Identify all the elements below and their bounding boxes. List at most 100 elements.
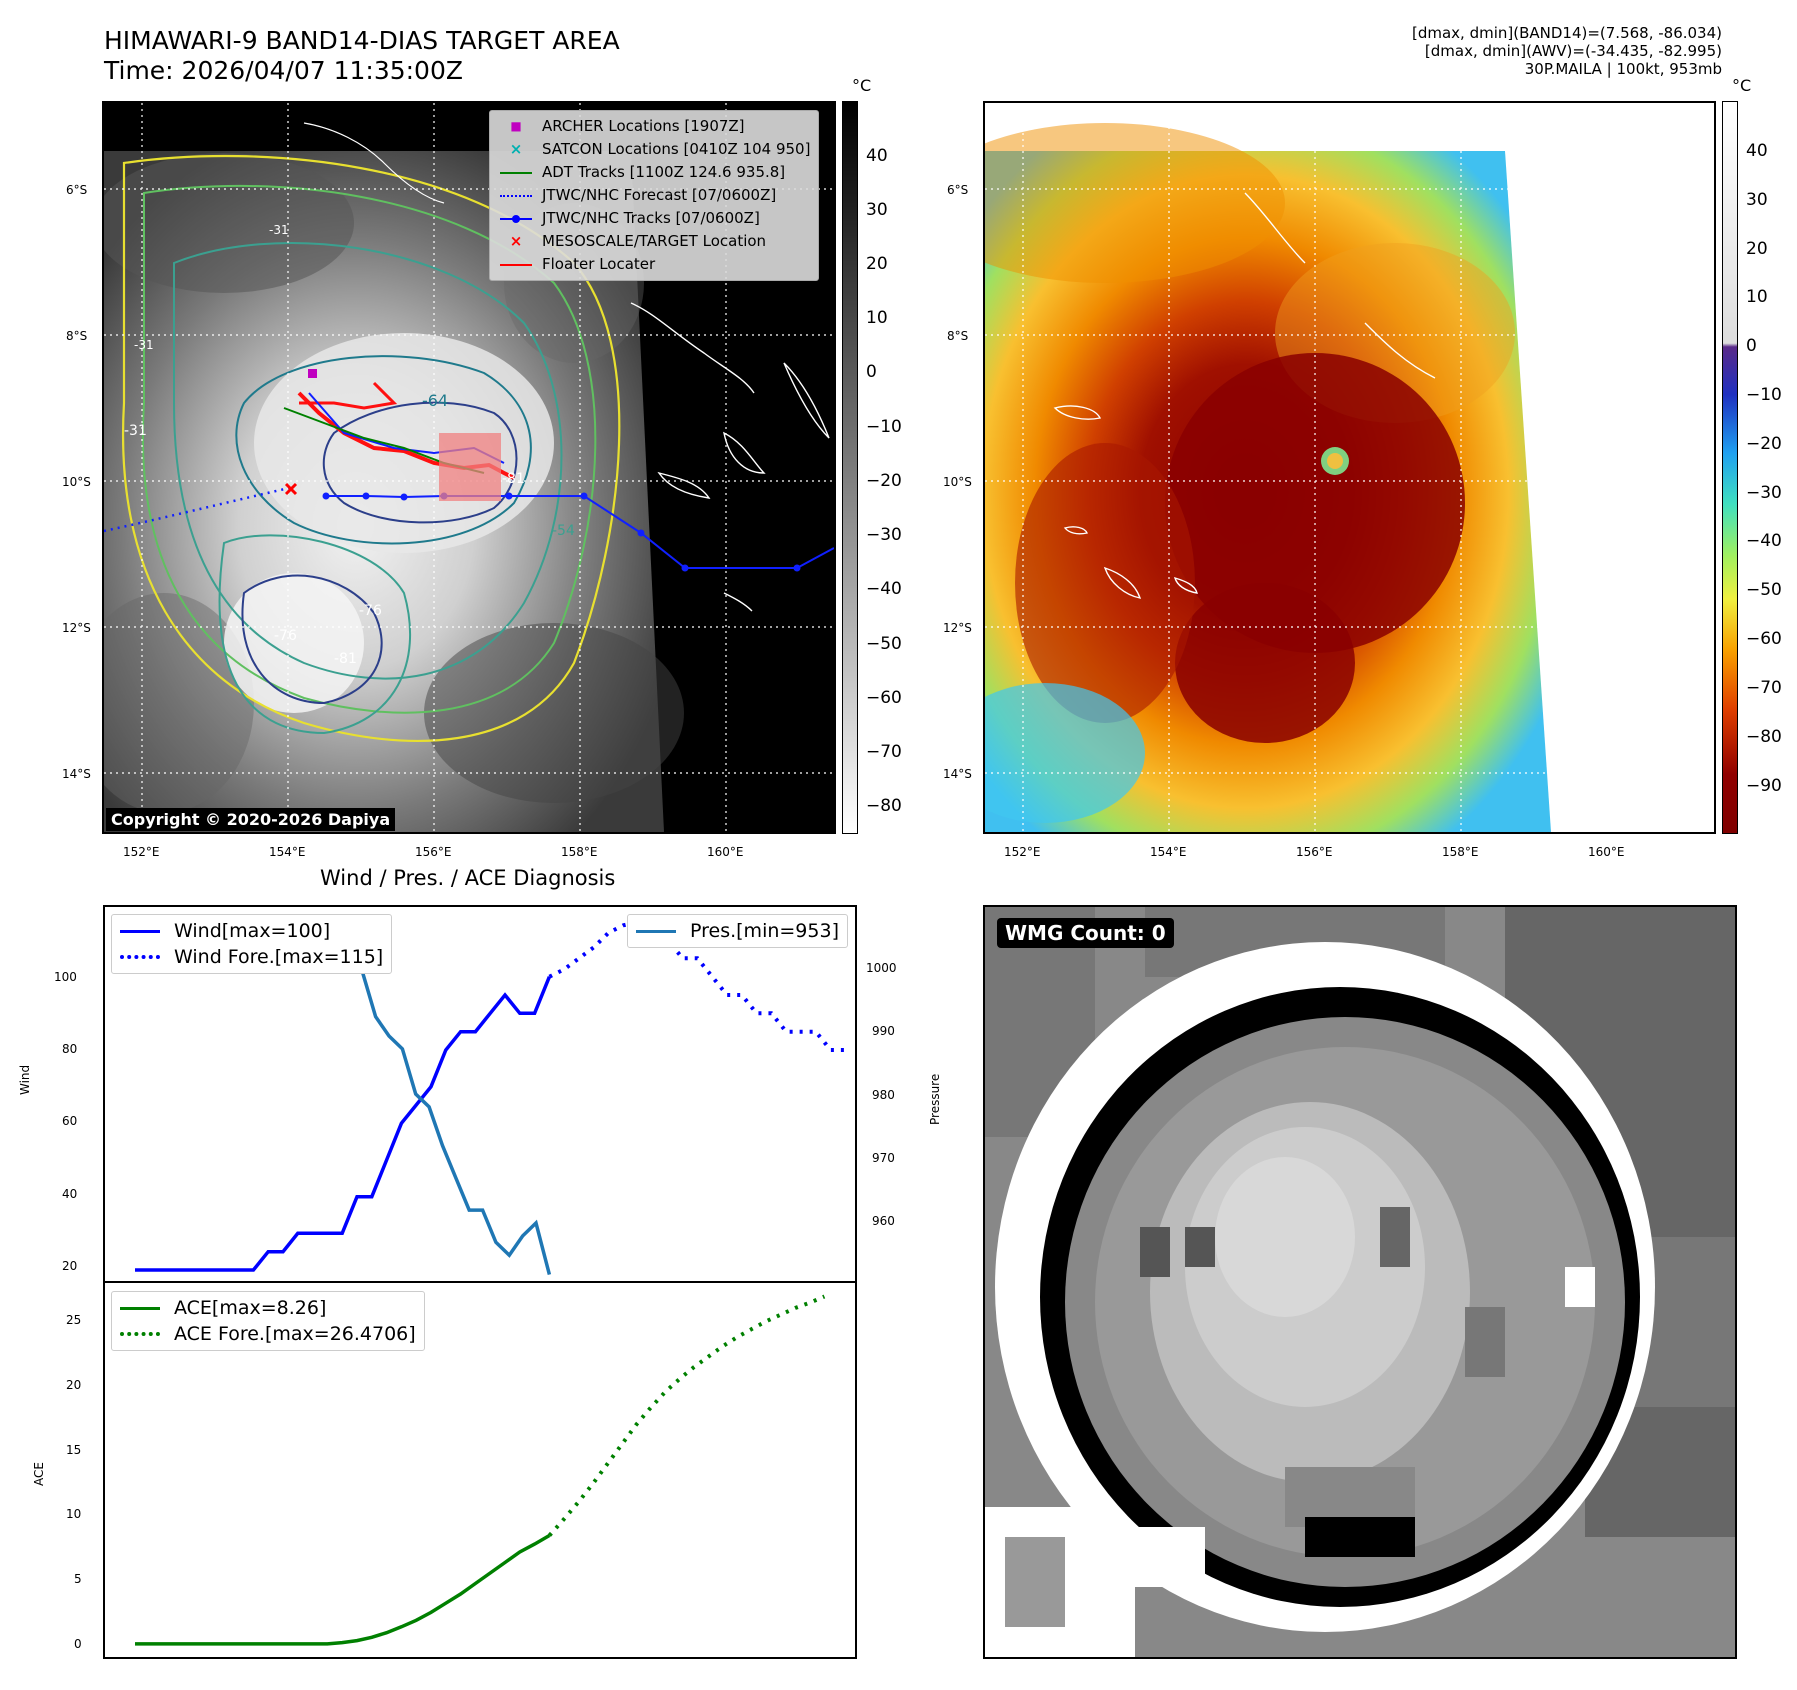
pressure-tick: 960 bbox=[872, 1214, 895, 1228]
colorbar-tick: 40 bbox=[1746, 141, 1768, 161]
colorbar-tick: −60 bbox=[1746, 629, 1782, 649]
wind-tick: 60 bbox=[62, 1114, 78, 1128]
lon-label: 152°E bbox=[123, 845, 160, 859]
pressure-axis-label: Pressure bbox=[928, 1073, 942, 1125]
pressure-tick: 970 bbox=[872, 1151, 895, 1165]
ace-forecast-line bbox=[547, 1294, 826, 1537]
colorbar-tick: 20 bbox=[866, 254, 888, 274]
colorbar-tick: −90 bbox=[1746, 776, 1782, 796]
lat-label: 8°S bbox=[66, 329, 88, 343]
legend-ace-fore: ACE Fore.[max=26.4706] bbox=[120, 1321, 416, 1347]
legend-jtwc-tracks: JTWC/NHC Tracks [07/0600Z] bbox=[498, 207, 810, 230]
colorbar-tick: −30 bbox=[1746, 483, 1782, 503]
wind-tick: 40 bbox=[62, 1187, 78, 1201]
wind-legend: Wind[max=100] Wind Fore.[max=115] bbox=[111, 914, 393, 974]
lat-label: 8°S bbox=[947, 329, 969, 343]
wind-tick: 80 bbox=[62, 1042, 78, 1056]
lon-label: 154°E bbox=[269, 845, 306, 859]
info-storm: 30P.MAILA | 100kt, 953mb bbox=[1524, 60, 1722, 78]
colorbar-tick: −10 bbox=[1746, 385, 1782, 405]
pressure-legend: Pres.[min=953] bbox=[627, 914, 848, 948]
ace-tick: 15 bbox=[66, 1443, 82, 1457]
line-icon bbox=[498, 253, 534, 276]
wind-tick: 100 bbox=[54, 970, 77, 984]
ace-tick: 5 bbox=[74, 1572, 82, 1586]
line-icon bbox=[120, 929, 160, 933]
colorbar-tick: −80 bbox=[1746, 727, 1782, 747]
awv-map-panel bbox=[983, 101, 1716, 834]
colorbar-tick: −30 bbox=[866, 525, 902, 545]
contour-label: -31 bbox=[124, 423, 147, 439]
info-band14: [dmax, dmin](BAND14)=(7.568, -86.034) bbox=[1411, 24, 1722, 42]
wmg-panel: WMG Count: 0 bbox=[983, 905, 1737, 1659]
colorbar-tick: 10 bbox=[1746, 287, 1768, 307]
legend-ace: ACE[max=8.26] bbox=[120, 1295, 416, 1321]
colorbar-tick: −70 bbox=[866, 742, 902, 762]
title-line-1: HIMAWARI-9 BAND14-DIAS TARGET AREA bbox=[104, 26, 620, 55]
colorbar-right bbox=[1722, 101, 1738, 834]
dotted-line-icon bbox=[120, 1332, 160, 1336]
lat-label: 14°S bbox=[62, 767, 91, 781]
ace-tick: 10 bbox=[66, 1507, 82, 1521]
contour-label: -76 bbox=[274, 628, 297, 644]
legend-pressure: Pres.[min=953] bbox=[636, 918, 839, 944]
lat-label: 10°S bbox=[62, 475, 91, 489]
wmg-image bbox=[985, 907, 1735, 1657]
colorbar-unit: °C bbox=[1732, 76, 1752, 95]
legend-archer: ■ ARCHER Locations [1907Z] bbox=[498, 115, 810, 138]
colorbar-tick: −40 bbox=[866, 579, 902, 599]
contour-label: -81 bbox=[334, 651, 357, 667]
legend-jtwc-forecast: JTWC/NHC Forecast [07/0600Z] bbox=[498, 184, 810, 207]
lon-label: 156°E bbox=[415, 845, 452, 859]
legend-adt: ADT Tracks [1100Z 124.6 935.8] bbox=[498, 161, 810, 184]
band14-map bbox=[104, 103, 834, 832]
colorbar-tick: −50 bbox=[866, 634, 902, 654]
colorbar-tick: −20 bbox=[1746, 434, 1782, 454]
colorbar-tick: 40 bbox=[866, 146, 888, 166]
lat-label: 14°S bbox=[943, 767, 972, 781]
contour-label: -31 bbox=[134, 338, 154, 352]
lon-label: 154°E bbox=[1150, 845, 1187, 859]
colorbar-tick: −60 bbox=[866, 688, 902, 708]
ace-axis-label: ACE bbox=[32, 1462, 46, 1486]
wind-forecast-line bbox=[548, 919, 846, 1052]
lat-label: 6°S bbox=[947, 183, 969, 197]
lon-label: 156°E bbox=[1296, 845, 1333, 859]
lat-label: 6°S bbox=[66, 183, 88, 197]
map-legend: ■ ARCHER Locations [1907Z] × SATCON Locati… bbox=[489, 110, 820, 281]
colorbar-tick: −40 bbox=[1746, 531, 1782, 551]
ace-series-line bbox=[135, 1533, 551, 1646]
lon-label: 158°E bbox=[561, 845, 598, 859]
figure-title: HIMAWARI-9 BAND14-DIAS TARGET AREA Time:… bbox=[104, 26, 620, 86]
colorbar-tick: 0 bbox=[1746, 336, 1757, 356]
copyright-label: Copyright © 2020-2026 Dapiya bbox=[106, 808, 396, 831]
colorbar-left bbox=[842, 101, 858, 834]
colorbar-tick: −50 bbox=[1746, 580, 1782, 600]
lon-label: 158°E bbox=[1442, 845, 1479, 859]
contour-label: -81 bbox=[502, 471, 525, 487]
lon-label: 160°E bbox=[1588, 845, 1625, 859]
contour-label: -31 bbox=[269, 223, 289, 237]
legend-wind: Wind[max=100] bbox=[120, 918, 383, 944]
line-icon bbox=[498, 161, 534, 184]
wind-series-line bbox=[135, 976, 552, 1272]
colorbar-tick: 20 bbox=[1746, 239, 1768, 259]
colorbar-tick: −70 bbox=[1746, 678, 1782, 698]
contour-label: -54 bbox=[552, 523, 575, 539]
pressure-series-line bbox=[135, 924, 552, 1276]
colorbar-tick: −20 bbox=[866, 471, 902, 491]
lon-label: 160°E bbox=[707, 845, 744, 859]
lat-label: 12°S bbox=[943, 621, 972, 635]
ace-legend: ACE[max=8.26] ACE Fore.[max=26.4706] bbox=[111, 1291, 425, 1351]
lon-label: 152°E bbox=[1004, 845, 1041, 859]
lat-label: 12°S bbox=[62, 621, 91, 635]
ace-tick: 25 bbox=[66, 1313, 82, 1327]
band14-map-panel: -31 -31 -64 -81 -54 -76 -76 -81 -31 ■ ARC… bbox=[102, 101, 836, 834]
colorbar-unit: °C bbox=[852, 76, 872, 95]
lat-label: 10°S bbox=[943, 475, 972, 489]
awv-map bbox=[985, 103, 1714, 832]
colorbar-tick: 10 bbox=[866, 308, 888, 328]
line-icon bbox=[636, 929, 676, 933]
colorbar-tick: 30 bbox=[1746, 190, 1768, 210]
wind-axis-label: Wind bbox=[18, 1064, 32, 1095]
